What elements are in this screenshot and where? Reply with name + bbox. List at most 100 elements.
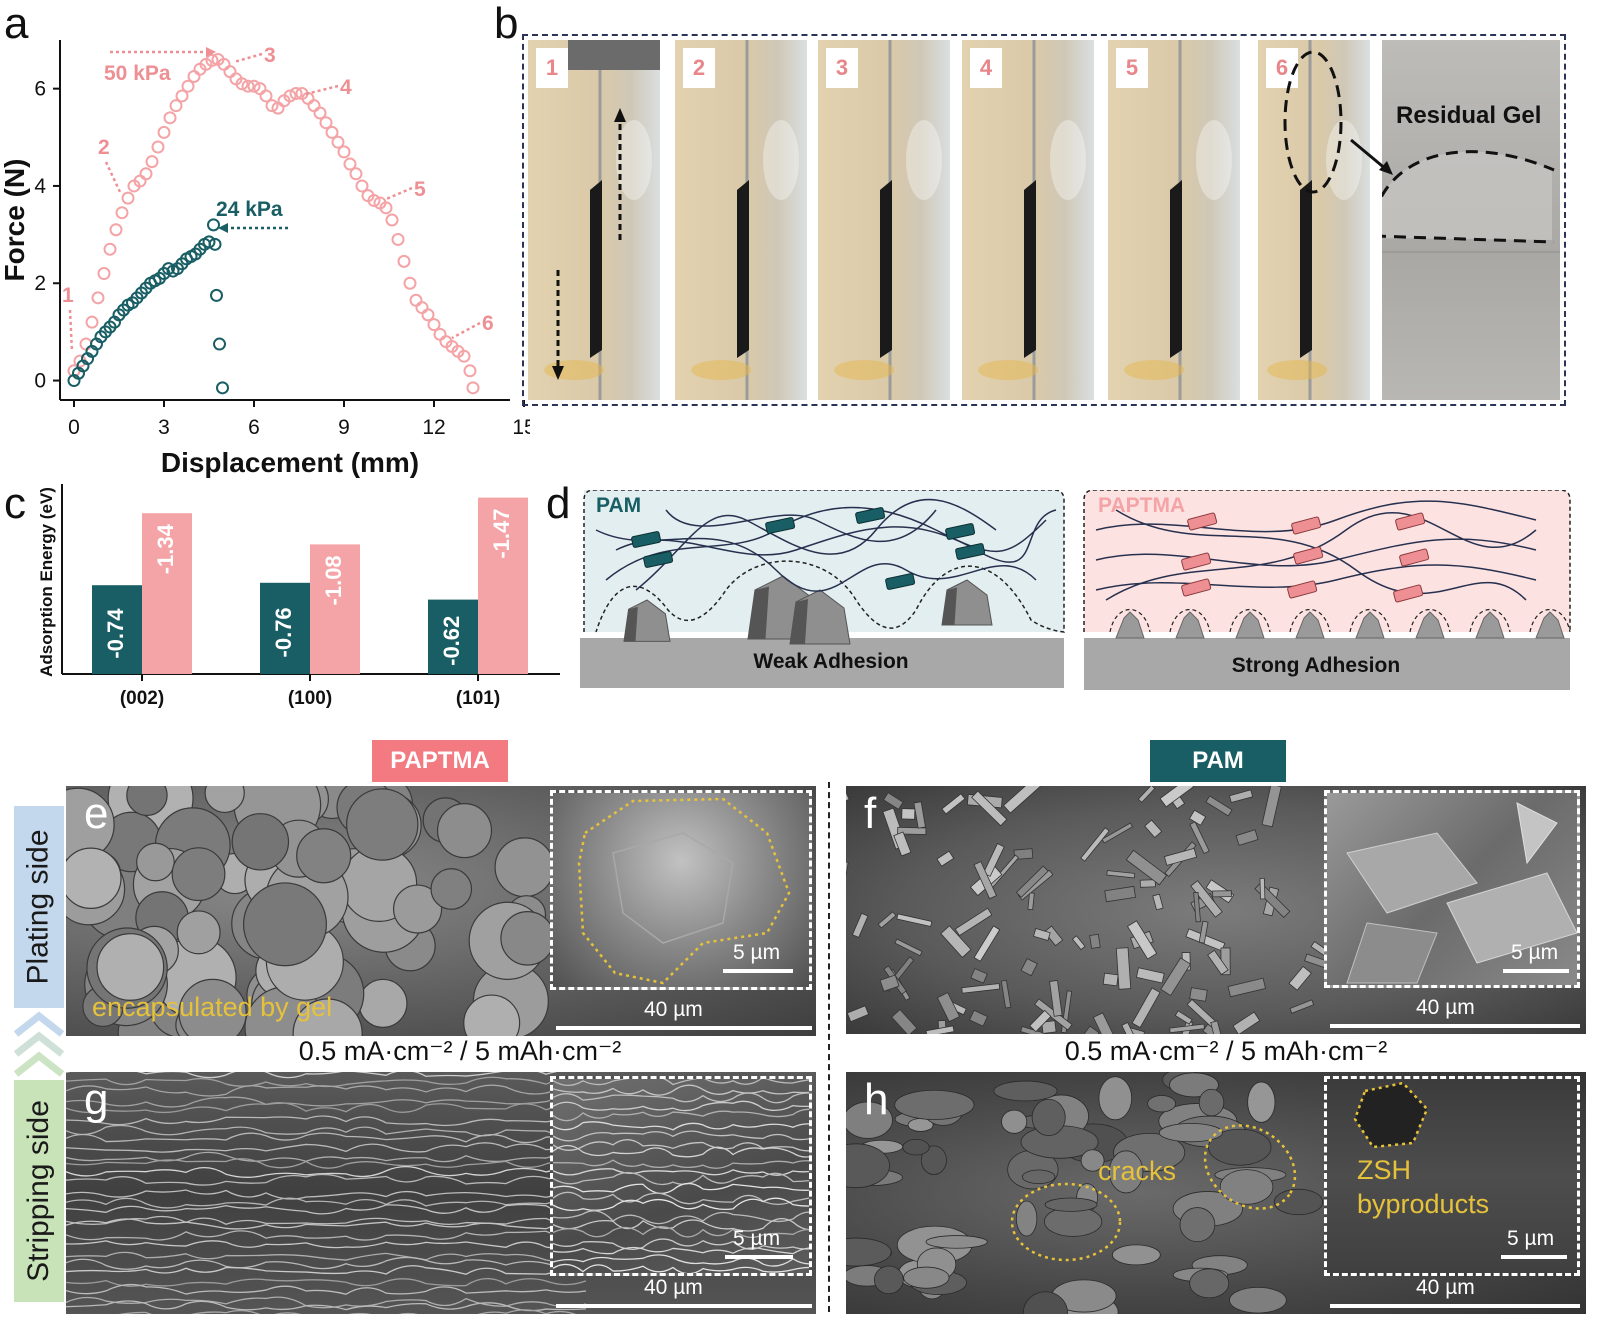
pam-functional-group: [855, 507, 886, 524]
bar-value-label: -1.08: [321, 555, 346, 605]
rough-surface-patch: [846, 1101, 893, 1139]
bar-value-label: -0.76: [271, 607, 296, 657]
layered-texture-line: [66, 1230, 587, 1241]
data-point-50kpa: [325, 125, 339, 139]
layered-texture-line: [553, 1246, 809, 1255]
sem-image-f: f 5 µm 40 µm: [846, 786, 1586, 1034]
curve-point-label: 6: [482, 312, 494, 335]
layered-texture-line: [66, 1173, 587, 1186]
zinc-flake: [1013, 848, 1034, 860]
data-point-50kpa: [175, 89, 189, 103]
loading-photo-frame: 6: [1258, 40, 1370, 400]
rough-surface-patch: [1111, 1244, 1161, 1266]
scalebar-small-h: [1501, 1255, 1567, 1259]
y-tick-label: 6: [34, 78, 46, 101]
chevron-arrows-icon: [14, 1011, 64, 1077]
zinc-flake: [1027, 892, 1035, 911]
zinc-flake: [846, 860, 849, 882]
layered-texture-line: [66, 1124, 587, 1137]
zinc-flake: [970, 968, 988, 984]
frame-number: 6: [1266, 48, 1298, 88]
zsh-label: ZSH: [1357, 1155, 1411, 1185]
energy-bar: [478, 497, 528, 674]
y-tick-label: 4: [34, 175, 46, 198]
rough-surface-patch: [846, 1143, 890, 1189]
zinc-flake: [894, 938, 923, 957]
scale-label-small-h: 5 µm: [1507, 1227, 1555, 1250]
data-point-50kpa: [109, 223, 123, 237]
layered-texture-line: [66, 1084, 587, 1097]
data-point-50kpa: [157, 125, 171, 139]
pam-functional-group: [643, 551, 674, 568]
rough-surface-patch: [1031, 1098, 1066, 1137]
layered-texture-line: [553, 1144, 809, 1158]
scalebar-small-g: [725, 1255, 793, 1259]
data-point-24kpa: [207, 218, 220, 232]
layered-texture-line: [553, 1210, 809, 1225]
polymer-chain: [1095, 564, 1537, 591]
data-point-50kpa: [121, 191, 135, 205]
rough-surface-patch: [1098, 1076, 1133, 1121]
layered-texture-line: [66, 1189, 587, 1200]
pam-functional-group: [631, 531, 662, 548]
rough-surface-patch: [902, 1139, 930, 1156]
y-axis-label: Adsorption Energy (eV): [37, 487, 56, 677]
data-point-50kpa: [115, 206, 129, 220]
zinc-flake: [936, 992, 961, 1023]
data-point-50kpa: [265, 99, 279, 113]
sem-image-g: g 5 µm 40 µm: [66, 1072, 816, 1314]
uniform-deposit: [1235, 611, 1265, 639]
zinc-flake: [1131, 987, 1161, 1029]
zinc-flake: [1101, 822, 1134, 844]
inset-g: 5 µm: [550, 1076, 812, 1276]
layered-texture-line: [553, 1182, 809, 1195]
data-point-50kpa: [355, 179, 369, 193]
residual-gel-label: Residual Gel: [1396, 102, 1542, 129]
frame-number: 2: [683, 48, 715, 88]
layered-texture-line: [66, 1296, 587, 1309]
zinc-flake: [940, 925, 972, 958]
data-point-50kpa: [85, 315, 99, 329]
zinc-flake: [1261, 786, 1282, 828]
rough-surface-patch: [1044, 1197, 1098, 1212]
pam-functional-group: [955, 543, 986, 560]
gel-encapsulated-grain: [463, 994, 521, 1036]
layered-texture-line: [553, 1263, 809, 1273]
zinc-flake: [1207, 949, 1229, 976]
layered-texture-line: [553, 1217, 809, 1232]
substrate-left: [580, 638, 1064, 688]
loading-photo-frame: 2: [675, 40, 807, 400]
layered-texture-line: [66, 1215, 587, 1226]
curve-point-label: 5: [414, 178, 426, 201]
cracks-label: cracks: [1098, 1156, 1177, 1186]
layered-texture-line: [66, 1132, 587, 1144]
data-point-50kpa: [337, 145, 351, 159]
panel-letter-e: e: [84, 789, 109, 838]
layered-texture-line: [66, 1300, 587, 1312]
energy-bar: [92, 585, 142, 674]
zinc-flake: [851, 912, 869, 938]
condition-label-left: 0.5 mA·cm⁻² / 5 mAh·cm⁻²: [298, 1036, 622, 1066]
scale-label-large-h: 40 µm: [1416, 1276, 1475, 1299]
polymer-chain: [1105, 511, 1537, 601]
pam-functional-group: [765, 517, 796, 534]
data-point-50kpa: [163, 111, 177, 125]
pam-schematic-label: PAM: [596, 494, 641, 517]
stripping-side-label: Stripping side: [22, 1100, 55, 1282]
zinc-flake: [1159, 786, 1195, 808]
loading-photo-frame: 5: [1108, 40, 1240, 400]
rough-surface-patch: [894, 1089, 975, 1120]
gel-encapsulated-grain: [126, 786, 168, 817]
data-point-50kpa: [181, 79, 195, 93]
curve-point-label: 3: [264, 44, 276, 67]
zinc-flake: [1080, 827, 1110, 862]
data-point-50kpa: [169, 99, 183, 113]
layered-texture-line: [553, 1130, 809, 1142]
layered-texture-line: [66, 1256, 587, 1270]
zinc-flake: [901, 808, 916, 820]
pam-functional-group: [885, 573, 916, 590]
gel-encapsulated-grain: [231, 813, 290, 871]
zinc-flake: [1235, 829, 1259, 846]
scalebar-small-e: [723, 969, 793, 973]
loading-photo-frame: 3: [818, 40, 950, 400]
